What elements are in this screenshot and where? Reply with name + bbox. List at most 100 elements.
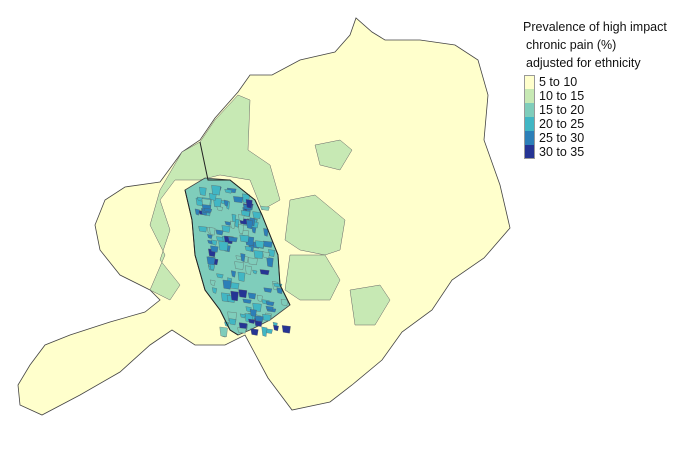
zone-10-15-north bbox=[314, 139, 353, 171]
area-cell bbox=[211, 185, 221, 196]
area-cell bbox=[255, 240, 265, 249]
area-cell bbox=[238, 214, 245, 222]
area-cell bbox=[261, 326, 268, 337]
urban-cells bbox=[194, 185, 291, 338]
area-cell bbox=[237, 271, 246, 282]
area-cell bbox=[263, 228, 269, 237]
area-cell bbox=[228, 318, 237, 326]
area-cell bbox=[281, 325, 291, 334]
area-cell bbox=[276, 287, 283, 294]
area-cell bbox=[263, 240, 273, 248]
area-cell bbox=[223, 199, 229, 207]
area-cell bbox=[209, 227, 216, 236]
area-cell bbox=[246, 219, 253, 230]
legend-swatch bbox=[524, 89, 535, 103]
area-cell bbox=[227, 236, 238, 243]
area-cell bbox=[252, 211, 261, 219]
area-cell bbox=[211, 239, 218, 246]
area-cell bbox=[210, 245, 219, 253]
area-cell bbox=[224, 189, 233, 194]
legend-label: 30 to 35 bbox=[539, 145, 585, 159]
legend-swatch bbox=[524, 117, 535, 131]
area-cell bbox=[248, 318, 256, 324]
legend-label: 5 to 10 bbox=[539, 75, 578, 89]
legend-item: 10 to 15 bbox=[524, 89, 667, 103]
area-cell bbox=[265, 305, 274, 311]
area-cell bbox=[273, 324, 279, 332]
area-cell bbox=[206, 256, 216, 266]
legend-item: 20 to 25 bbox=[524, 117, 667, 131]
area-cell bbox=[252, 269, 258, 275]
zone-10-15-south bbox=[284, 254, 341, 301]
legend-title-line3: adjusted for ethnicity bbox=[526, 56, 641, 70]
legend-label: 15 to 20 bbox=[539, 103, 585, 117]
legend-swatch bbox=[524, 103, 535, 117]
area-cell bbox=[259, 269, 270, 276]
district-boundary-west bbox=[184, 189, 239, 336]
legend-swatch bbox=[524, 145, 535, 159]
legend-label: 20 to 25 bbox=[539, 117, 585, 131]
zone-10-15-west bbox=[149, 94, 281, 301]
area-cell bbox=[253, 250, 264, 259]
legend-item: 15 to 20 bbox=[524, 103, 667, 117]
zone-10-15-east bbox=[284, 194, 346, 256]
legend-item: 5 to 10 bbox=[524, 75, 667, 89]
area-cell bbox=[218, 241, 229, 252]
area-cell bbox=[256, 294, 263, 302]
area-cell bbox=[230, 220, 236, 229]
area-cell bbox=[266, 257, 274, 268]
area-cell bbox=[211, 287, 218, 294]
area-cell bbox=[249, 309, 257, 317]
legend-title-line2: chronic pain (%) bbox=[526, 38, 617, 52]
area-cell bbox=[219, 326, 228, 337]
legend-label: 10 to 15 bbox=[539, 89, 585, 103]
legend-swatch bbox=[524, 131, 535, 145]
area-cell bbox=[230, 290, 239, 302]
area-cell bbox=[247, 292, 256, 300]
area-cell bbox=[280, 298, 289, 306]
area-cell bbox=[224, 221, 232, 226]
area-cell bbox=[198, 225, 208, 233]
area-cell bbox=[265, 301, 275, 306]
area-cell bbox=[254, 315, 264, 322]
area-cell bbox=[263, 287, 273, 293]
area-cell bbox=[252, 302, 262, 312]
legend-label: 25 to 30 bbox=[539, 131, 585, 145]
area-cell bbox=[262, 313, 272, 322]
area-cell bbox=[194, 208, 200, 216]
area-cell bbox=[242, 298, 252, 304]
area-cell bbox=[240, 253, 246, 262]
region-outline bbox=[17, 17, 511, 416]
area-cell bbox=[207, 234, 213, 239]
legend-title: Prevalence of high impact bbox=[523, 20, 667, 34]
area-cell bbox=[260, 205, 270, 211]
zone-10-15-se bbox=[349, 284, 391, 326]
area-cell bbox=[247, 257, 258, 266]
area-cell bbox=[196, 196, 204, 202]
area-cell bbox=[238, 289, 248, 298]
area-cell bbox=[216, 273, 224, 279]
legend-item: 30 to 35 bbox=[524, 145, 667, 159]
area-cell bbox=[262, 251, 270, 259]
area-cell bbox=[216, 206, 223, 212]
district-boundary bbox=[199, 141, 291, 306]
area-cell bbox=[233, 196, 244, 203]
area-cell bbox=[203, 208, 213, 213]
area-cell bbox=[239, 313, 246, 319]
area-cell bbox=[199, 186, 207, 196]
area-cell bbox=[215, 229, 224, 236]
legend: Prevalence of high impact chronic pain (… bbox=[523, 18, 667, 159]
legend-swatch bbox=[524, 75, 535, 89]
area-cell bbox=[245, 199, 253, 209]
legend-item: 25 to 30 bbox=[524, 131, 667, 145]
area-cell bbox=[222, 279, 232, 290]
area-cell bbox=[238, 224, 244, 235]
area-cell bbox=[240, 210, 251, 217]
area-cell bbox=[244, 246, 252, 252]
area-cell bbox=[230, 270, 236, 278]
area-cell bbox=[209, 279, 216, 286]
area-cell bbox=[237, 327, 247, 334]
area-cell bbox=[239, 234, 250, 243]
area-cell bbox=[245, 265, 252, 275]
